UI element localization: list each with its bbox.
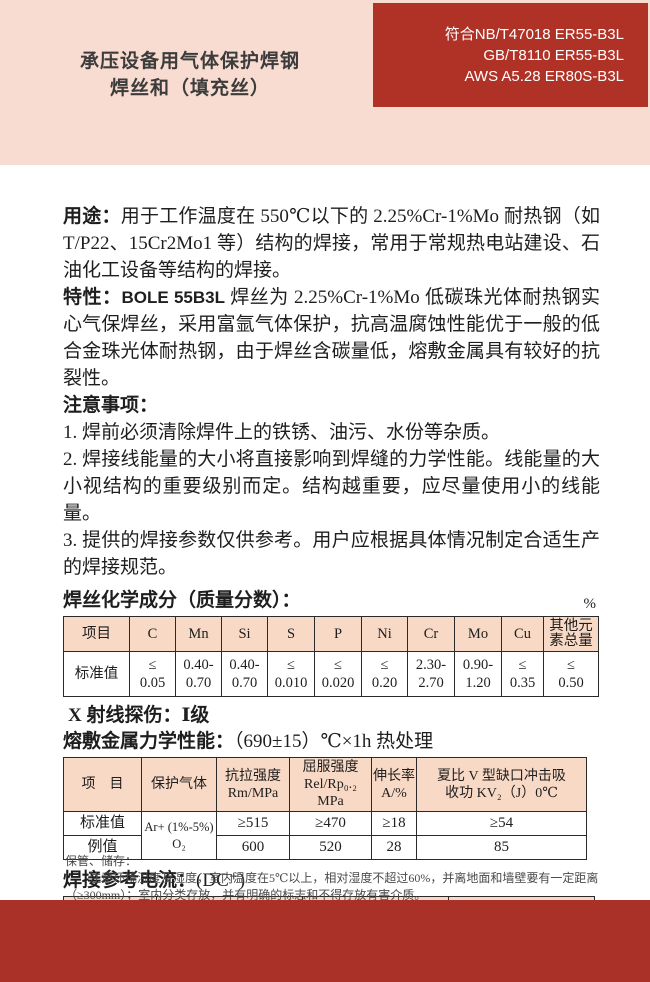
mech-header-item: 项 目 [63,757,142,812]
mech-section-title: 熔敷金属力学性能：（690±15）℃×1h 热处理 [63,730,433,754]
feature-paragraph: 特性：BOLE 55B3L 焊丝为 2.25%Cr-1%Mo 低碳珠光体耐热钢实… [63,284,600,392]
mech-standard-yield: ≥470 [289,811,372,836]
standards-box: 符合NB/T47018 ER55-B3L GB/T8110 ER55-B3L A… [373,3,648,107]
note-item-3: 3. 提供的焊接参数仅供参考。用户应根据具体情况制定合适生产的焊接规范。 [63,530,600,578]
storage-text: 注意环境温度及湿度，室内温度在5℃以上，相对湿度不超过60%，并离地面和墙壁要有… [65,871,599,902]
chem-value-row: 标准值 ≤ 0.05 0.40- 0.70 0.40- 0.70 ≤ 0.010… [63,651,599,697]
mech-typical-elongation: 28 [371,835,417,860]
chem-title-row: 焊丝化学成分（质量分数）： % [63,589,598,613]
xray-value: Ⅰ级 [181,705,210,726]
mech-standard-elongation: ≥18 [371,811,417,836]
chem-header-other: 其他元 素总量 [543,616,599,652]
mech-typical-impact: 85 [416,835,587,860]
storage-section: 保管、储存： 注意环境温度及湿度，室内温度在5℃以上，相对湿度不超过60%，并离… [65,853,610,904]
chem-value-cr: 2.30- 2.70 [407,651,455,697]
chem-header-cu: Cu [501,616,544,652]
mech-title-suffix: （690±15）℃×1h 热处理 [234,731,434,752]
chem-table: 项目 C Mn Si S P Ni Cr Mo Cu 其他元 素总量 标准值 ≤… [63,616,599,697]
mech-header-gas: 保护气体 [141,757,217,812]
content-area: 用途：用于工作温度在 550℃以下的 2.25%Cr-1%Mo 耐热钢（如 T/… [0,165,650,966]
chem-header-item: 项目 [63,616,130,652]
current-title-label: 焊接参考电流： [63,870,197,891]
usage-label: 用途： [63,206,121,227]
mech-typical-tensile: 600 [216,835,290,860]
page-body: 用途：用于工作温度在 550℃以下的 2.25%Cr-1%Mo 耐热钢（如 T/… [0,165,650,966]
footer-bar [0,900,650,982]
feature-text: 焊丝为 2.25%Cr-1%Mo 低碳珠光体耐热钢实心气保焊丝，采用富氩气体保护… [63,287,600,389]
product-title-line1: 承压设备用气体保护焊钢 [79,51,300,72]
mech-header-tensile: 抗拉强度 Rm/MPa [216,757,290,812]
chem-section-title: 焊丝化学成分（质量分数）： [63,590,301,611]
standard-line-1: 符合NB/T47018 ER55-B3L [444,25,624,43]
chem-unit: % [583,596,597,612]
chem-header-row: 项目 C Mn Si S P Ni Cr Mo Cu 其他元 素总量 [63,616,599,652]
usage-text: 用于工作温度在 550℃以下的 2.25%Cr-1%Mo 耐热钢（如 T/P22… [63,206,600,281]
chem-value-p: ≤ 0.020 [314,651,362,697]
chem-header-p: P [314,616,362,652]
xray-line: X 射线探伤：Ⅰ级 [68,704,600,728]
mech-standard-tensile: ≥515 [216,811,290,836]
chem-header-mo: Mo [454,616,502,652]
mech-header-impact: 夏比 V 型缺口冲击吸 收功 KV₂（J）0℃ [416,757,587,812]
standard-line-3: AWS A5.28 ER80S-B3L [464,67,624,85]
chem-value-s: ≤ 0.010 [267,651,315,697]
standard-line-2: GB/T8110 ER55-B3L [483,46,624,64]
current-section-title: 焊接参考电流：(DC⁺) [63,869,245,893]
mech-standard-row: 标准值 Ar+ (1%-5%) O₂ ≥515 ≥470 ≥18 ≥54 [63,811,587,860]
chem-value-ni: ≤ 0.20 [361,651,408,697]
page-header: 承压设备用气体保护焊钢 焊丝和（填充丝） 符合NB/T47018 ER55-B3… [0,0,650,165]
note-item-2: 2. 焊接线能量的大小将直接影响到焊缝的力学性能。线能量的大小视结构的重要级别而… [63,449,600,524]
notes-heading: 注意事项： [63,395,159,416]
usage-paragraph: 用途：用于工作温度在 550℃以下的 2.25%Cr-1%Mo 耐热钢（如 T/… [63,203,600,284]
chem-value-mo: 0.90- 1.20 [454,651,502,697]
mech-title-label: 熔敷金属力学性能： [63,731,235,752]
current-title-suffix: (DC⁺) [196,870,246,891]
mech-title-row: 熔敷金属力学性能：（690±15）℃×1h 热处理 [63,730,586,754]
note-item-1: 1. 焊前必须清除焊件上的铁锈、油污、水份等杂质。 [63,422,501,443]
chem-value-mn: 0.40- 0.70 [175,651,222,697]
mech-standard-label: 标准值 [63,811,142,836]
mech-typical-yield: 520 [289,835,372,860]
chem-value-si: 0.40- 0.70 [221,651,268,697]
chem-value-cu: ≤ 0.35 [501,651,544,697]
mech-table: 项 目 保护气体 抗拉强度 Rm/MPa 屈服强度 Rel/Rp₀.₂ MPa … [63,757,587,860]
mech-standard-impact: ≥54 [416,811,587,836]
feature-label: 特性： [63,287,122,308]
chem-header-mn: Mn [175,616,222,652]
mech-typical-row: 例值 600 520 28 85 [63,835,587,860]
mech-header-row: 项 目 保护气体 抗拉强度 Rm/MPa 屈服强度 Rel/Rp₀.₂ MPa … [63,757,587,812]
chem-header-ni: Ni [361,616,408,652]
chem-header-si: Si [221,616,268,652]
chem-row-label: 标准值 [63,651,130,697]
storage-heading: 保管、储存： [65,854,138,868]
xray-label: X 射线探伤： [68,705,182,726]
current-title-row: 焊接参考电流：(DC⁺) [63,869,594,893]
chem-header-cr: Cr [407,616,455,652]
mech-header-elongation: 伸长率 A/% [371,757,417,812]
mech-gas-value: Ar+ (1%-5%) O₂ [141,811,217,860]
chem-header-c: C [129,616,176,652]
mech-typical-label: 例值 [63,835,142,860]
product-title: 承压设备用气体保护焊钢 焊丝和（填充丝） [0,48,380,102]
chem-value-other: ≤ 0.50 [543,651,599,697]
product-title-line2: 焊丝和（填充丝） [109,78,270,99]
chem-value-c: ≤ 0.05 [129,651,176,697]
chem-header-s: S [267,616,315,652]
feature-brand: BOLE 55B3L [121,288,225,307]
mech-header-yield: 屈服强度 Rel/Rp₀.₂ MPa [289,757,372,812]
